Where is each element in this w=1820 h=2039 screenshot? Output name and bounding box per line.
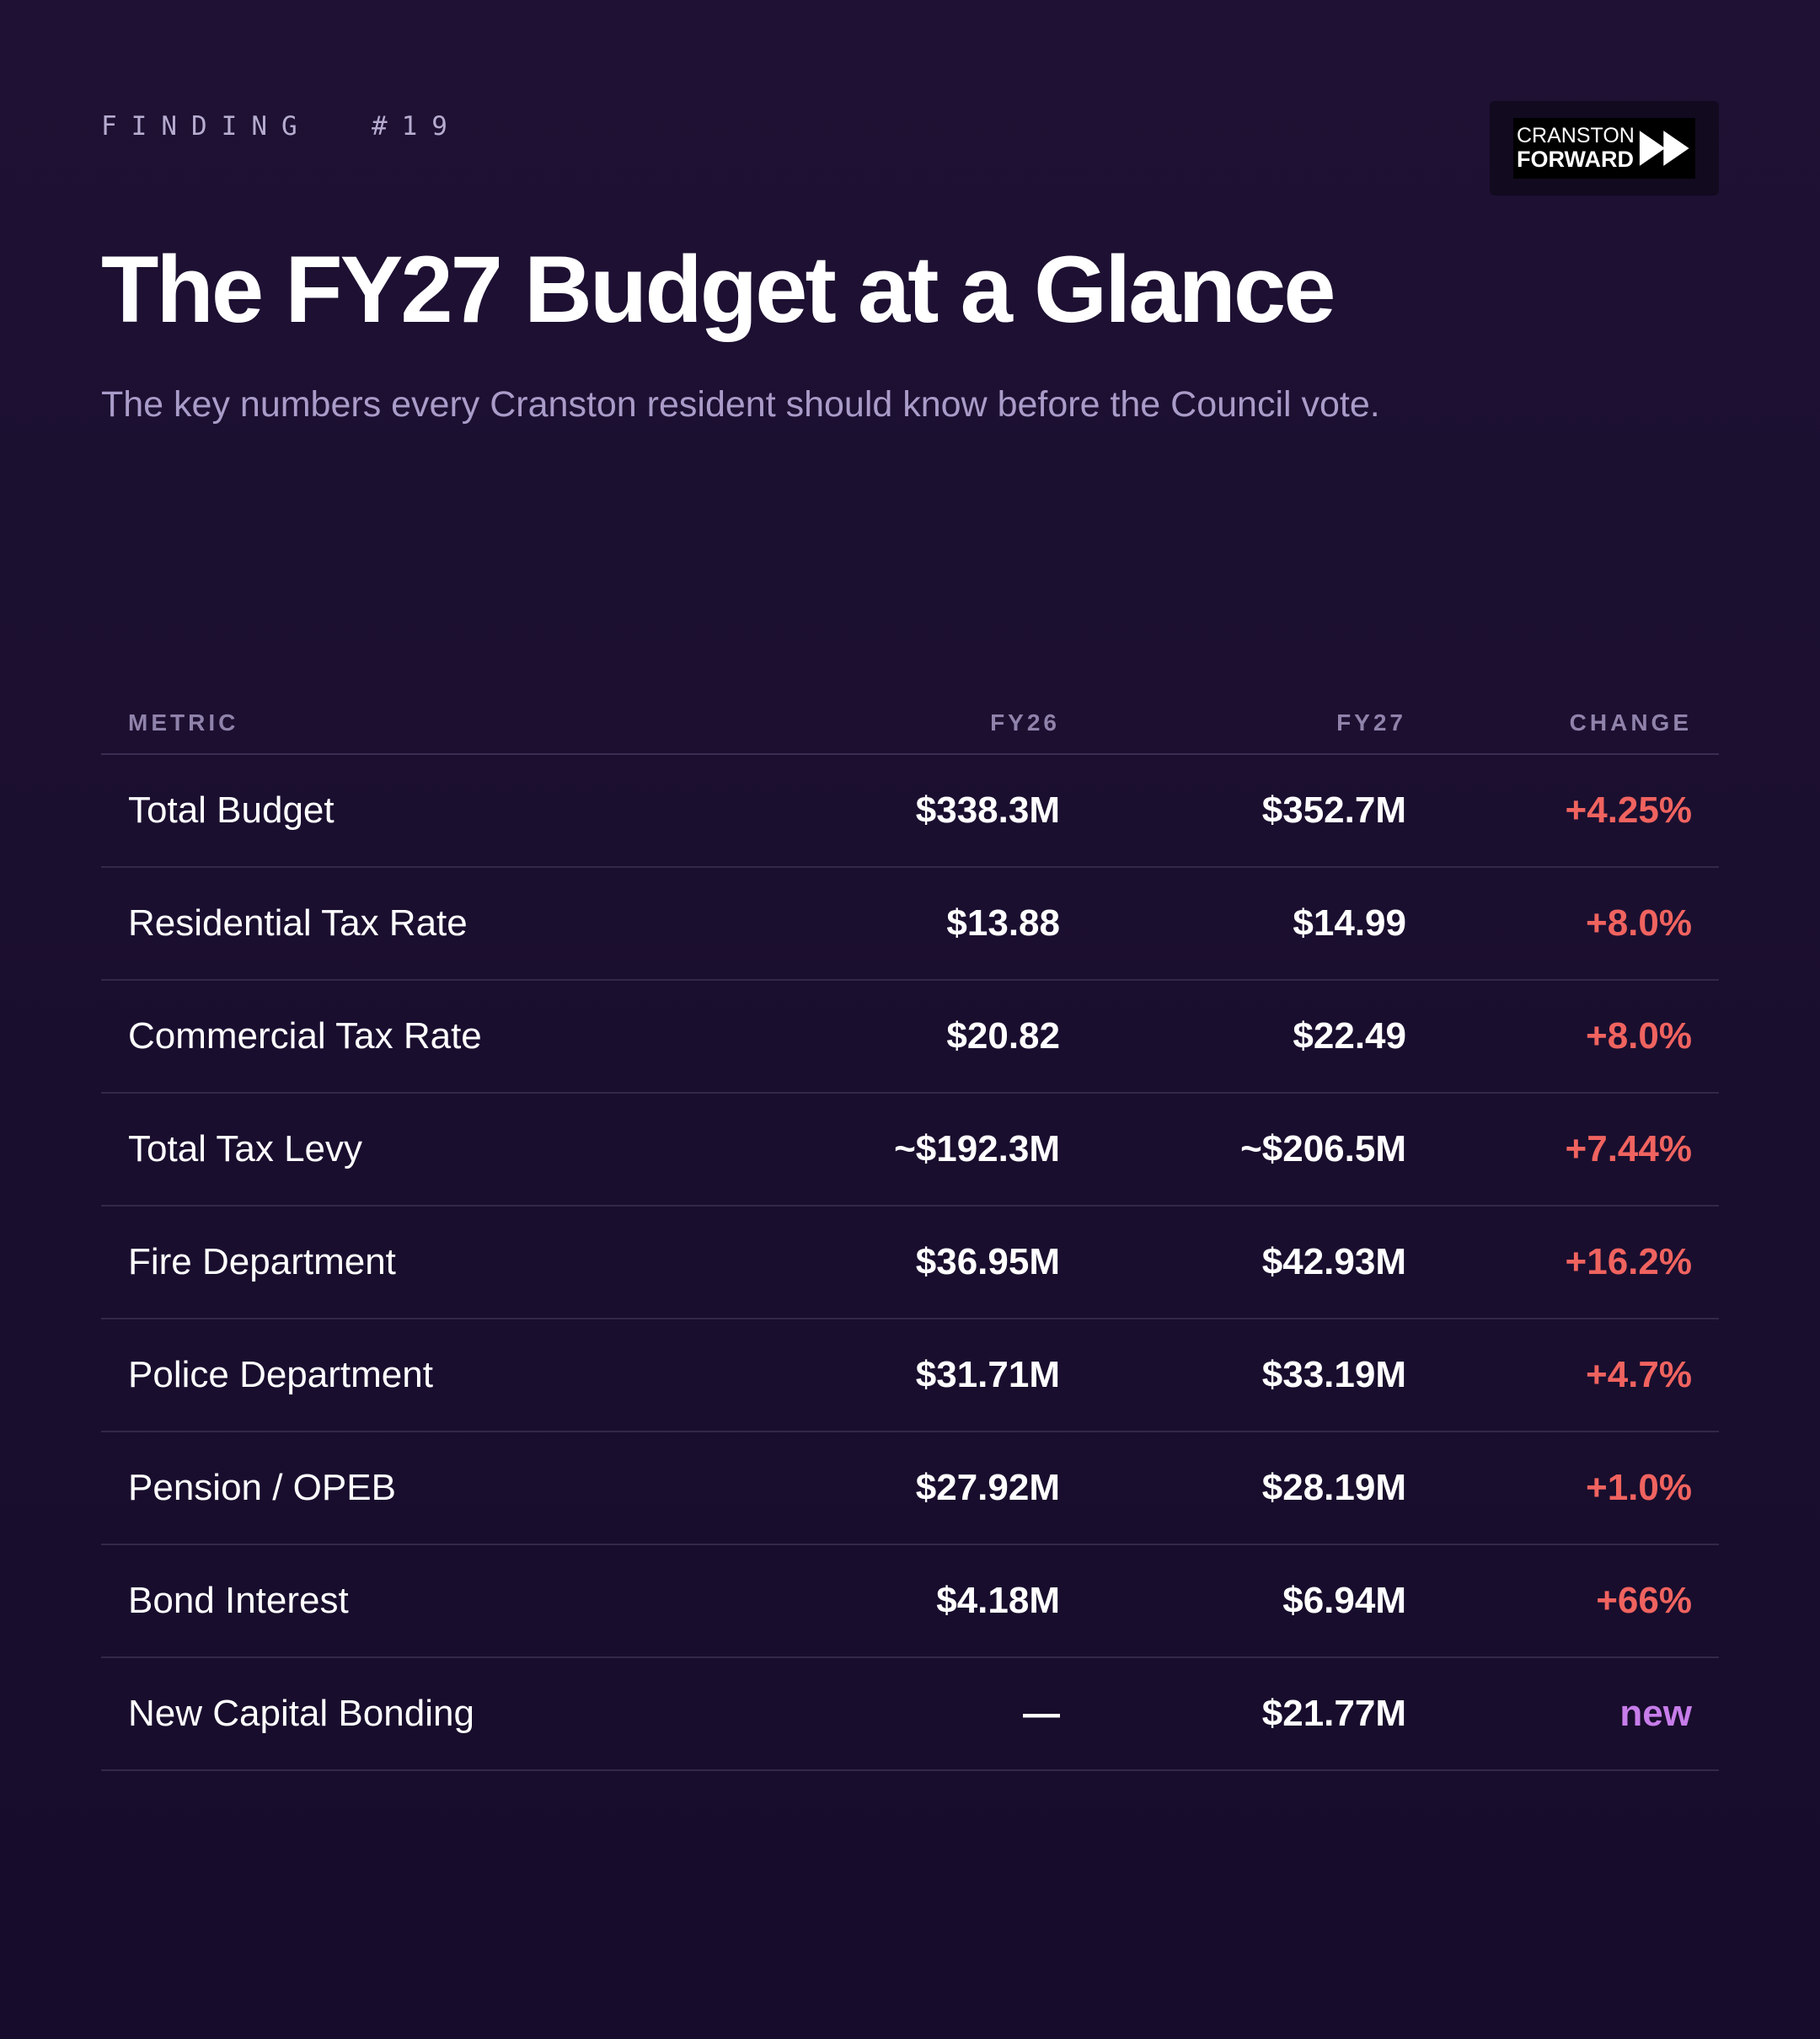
metric-cell: Bond Interest	[128, 1580, 349, 1621]
logo-line-1: CRANSTON	[1517, 124, 1635, 147]
metric-cell: Fire Department	[128, 1241, 396, 1282]
fy26-cell: $4.18M	[936, 1580, 1060, 1621]
fy27-cell: $21.77M	[1261, 1693, 1406, 1734]
change-cell: +8.0%	[1586, 1015, 1692, 1057]
fy27-cell: ~$206.5M	[1240, 1128, 1406, 1169]
fy27-cell: $33.19M	[1261, 1354, 1406, 1395]
metric-cell: Commercial Tax Rate	[128, 1015, 482, 1057]
finding-label: FINDING #19	[101, 111, 462, 142]
fy26-cell: —	[1023, 1693, 1060, 1734]
fy27-cell: $6.94M	[1282, 1580, 1406, 1621]
logo-badge: CRANSTON FORWARD	[1513, 118, 1695, 179]
column-header-change: CHANGE	[1569, 709, 1692, 736]
table-row: Total Budget $338.3M $352.7M +4.25%	[101, 755, 1719, 868]
table-row: Commercial Tax Rate $20.82 $22.49 +8.0%	[101, 981, 1719, 1094]
fy26-cell: $27.92M	[915, 1467, 1060, 1508]
change-cell: +16.2%	[1565, 1241, 1692, 1282]
change-cell: +1.0%	[1586, 1467, 1692, 1508]
metric-cell: Pension / OPEB	[128, 1467, 396, 1508]
table-row: Police Department $31.71M $33.19M +4.7%	[101, 1319, 1719, 1432]
fy27-cell: $352.7M	[1261, 789, 1406, 831]
change-cell: new	[1619, 1693, 1692, 1734]
table-row: Bond Interest $4.18M $6.94M +66%	[101, 1545, 1719, 1658]
page: FINDING #19 CRANSTON FORWARD The FY27 Bu…	[101, 0, 1719, 2039]
fy26-cell: ~$192.3M	[894, 1128, 1060, 1169]
fy27-cell: $42.93M	[1261, 1241, 1406, 1282]
fy26-cell: $338.3M	[915, 789, 1060, 831]
change-cell: +4.25%	[1565, 789, 1692, 831]
metric-cell: Total Tax Levy	[128, 1128, 363, 1169]
column-header-fy26: FY26	[990, 709, 1060, 736]
fy27-cell: $14.99	[1293, 902, 1406, 944]
metric-cell: New Capital Bonding	[128, 1693, 474, 1734]
table-row: New Capital Bonding — $21.77M new	[101, 1658, 1719, 1771]
fast-forward-icon	[1639, 131, 1689, 166]
logo-wordmark: CRANSTON FORWARD	[1517, 126, 1635, 171]
column-header-fy27: FY27	[1336, 709, 1406, 736]
table-header: METRIC FY26 FY27 CHANGE	[101, 699, 1719, 755]
page-title: The FY27 Budget at a Glance	[101, 237, 1336, 342]
metric-cell: Total Budget	[128, 789, 335, 831]
fy27-cell: $22.49	[1293, 1015, 1406, 1057]
page-subtitle: The key numbers every Cranston resident …	[101, 384, 1380, 425]
table-row: Fire Department $36.95M $42.93M +16.2%	[101, 1207, 1719, 1319]
table-row: Total Tax Levy ~$192.3M ~$206.5M +7.44%	[101, 1094, 1719, 1207]
logo-line-2: FORWARD	[1517, 147, 1634, 172]
budget-table: METRIC FY26 FY27 CHANGE Total Budget $33…	[101, 699, 1719, 1771]
table-row: Residential Tax Rate $13.88 $14.99 +8.0%	[101, 868, 1719, 981]
change-cell: +66%	[1596, 1580, 1692, 1621]
fy26-cell: $13.88	[946, 902, 1060, 944]
fy26-cell: $36.95M	[915, 1241, 1060, 1282]
metric-cell: Residential Tax Rate	[128, 902, 468, 944]
column-header-metric: METRIC	[128, 709, 239, 736]
change-cell: +4.7%	[1586, 1354, 1692, 1395]
table-row: Pension / OPEB $27.92M $28.19M +1.0%	[101, 1432, 1719, 1545]
change-cell: +8.0%	[1586, 902, 1692, 944]
fy26-cell: $31.71M	[915, 1354, 1060, 1395]
metric-cell: Police Department	[128, 1354, 433, 1395]
cranston-forward-logo[interactable]: CRANSTON FORWARD	[1490, 101, 1719, 195]
fy26-cell: $20.82	[946, 1015, 1060, 1057]
fy27-cell: $28.19M	[1261, 1467, 1406, 1508]
change-cell: +7.44%	[1565, 1128, 1692, 1169]
